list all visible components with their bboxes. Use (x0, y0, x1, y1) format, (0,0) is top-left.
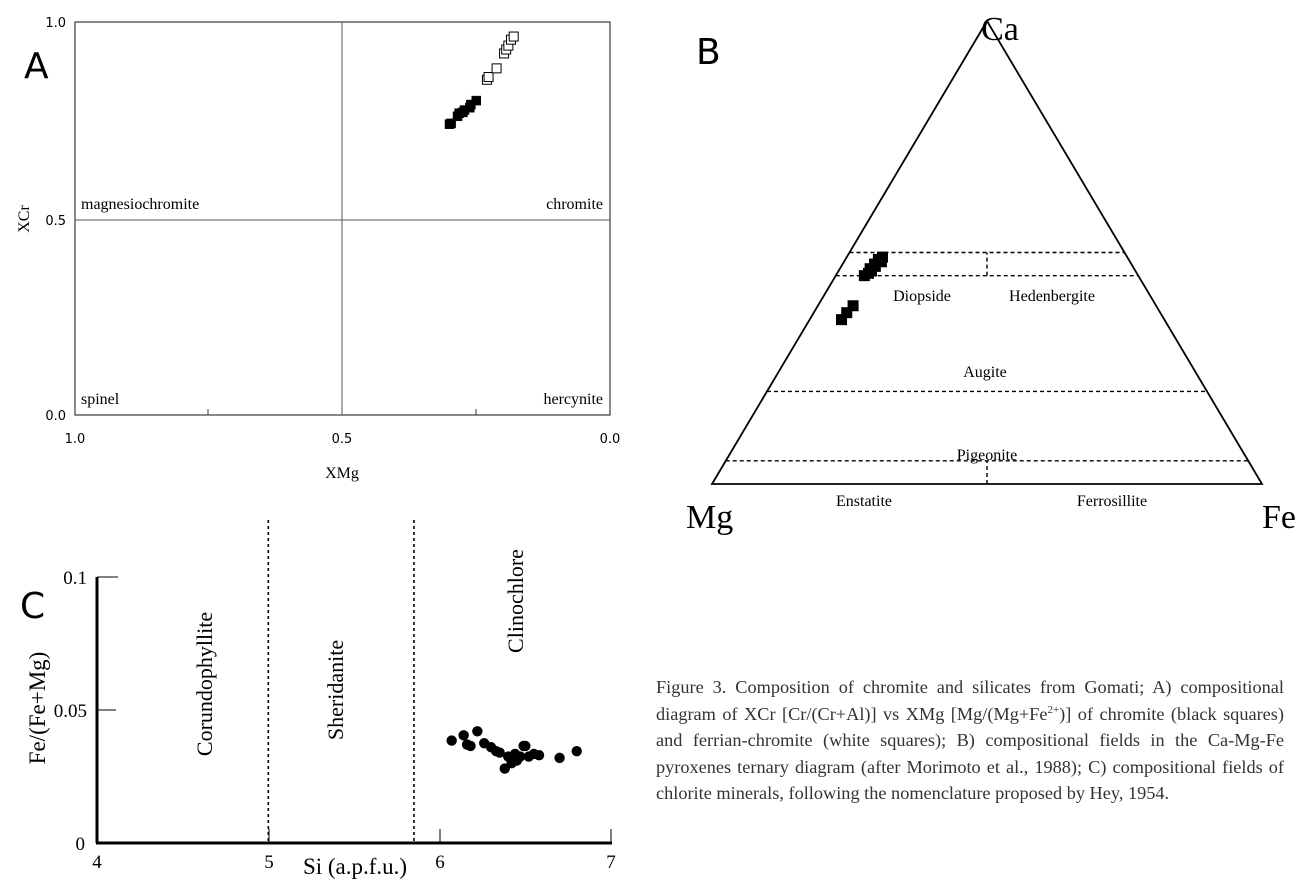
panel-a-letter: A (24, 46, 49, 87)
panel-c-x-tick-label: 5 (264, 852, 274, 873)
chromite-point (471, 95, 481, 106)
chlorite-point (520, 740, 531, 752)
field-label-ferrosillite: Ferrosillite (1077, 493, 1147, 510)
panel-a-x-axis-title: XMg (325, 465, 359, 482)
panel-c-y-axis-title: Fe/(Fe+Mg) (25, 652, 50, 765)
panel-c-chart: C 4 5 6 7 0 0.05 0.1 Si (a.p.f.u.) Fe/(F… (20, 520, 616, 879)
panel-c-x-axis-title: Si (a.p.f.u.) (303, 854, 407, 879)
chlorite-point (571, 746, 582, 757)
ferrian-chromite-point (508, 31, 519, 42)
pyroxene-point (841, 307, 853, 319)
panel-c-x-tick-label: 7 (606, 852, 616, 873)
panel-a-y-tick-label: 0.5 (45, 214, 66, 229)
panel-c-y-tick-label: 0 (76, 834, 86, 855)
field-label-sheridanite: Sheridanite (323, 640, 348, 740)
chlorite-point (554, 752, 565, 764)
panel-b-letter: B (696, 32, 721, 73)
panel-b-ternary: B Ca Mg Fe Diopside Hedenbergite Augite … (686, 11, 1296, 536)
field-label-corundophyllite: Corundophyllite (192, 612, 217, 756)
vertex-label-ca: Ca (981, 11, 1019, 48)
panel-b-data-points (836, 251, 888, 326)
pyroxene-point (847, 300, 859, 312)
panel-c-y-tick-label: 0.1 (63, 568, 87, 589)
vertex-label-mg: Mg (686, 499, 733, 536)
vertex-label-fe: Fe (1262, 499, 1296, 536)
panel-a-x-tick-label: 1.0 (65, 432, 86, 447)
chlorite-point (533, 750, 545, 761)
field-label-chromite: chromite (546, 196, 603, 213)
panel-a-x-tick-label: 0.0 (600, 432, 621, 447)
chlorite-point (494, 747, 505, 758)
field-label-clinochlore: Clinochlore (503, 549, 528, 653)
panel-a-y-tick-label: 1.0 (45, 16, 66, 31)
field-label-augite: Augite (963, 364, 1007, 381)
pyroxene-point (875, 256, 887, 268)
chromite-point (458, 107, 468, 118)
panel-a-y-axis-title: XCr (16, 205, 33, 233)
figure-caption: Figure 3. Composition of chromite and si… (656, 674, 1284, 807)
caption-tail: )] of chromite (black squares) and ferri… (656, 703, 1284, 804)
chlorite-point (458, 730, 469, 741)
field-label-pigeonite: Pigeonite (957, 447, 1017, 464)
panel-a-chart: A 1.0 0.5 0.0 0.0 0.5 1.0 XMg XCr magnes… (16, 16, 620, 482)
chromite-point (446, 118, 456, 129)
field-label-hedenbergite: Hedenbergite (1009, 288, 1095, 305)
field-label-spinel: spinel (81, 391, 120, 408)
field-label-diopside: Diopside (893, 288, 951, 305)
panel-a-y-tick-label: 0.0 (45, 409, 66, 424)
ferrian-chromite-point (483, 72, 494, 83)
panel-c-letter: C (20, 586, 45, 627)
caption-lead: Figure 3. Composition of chromite and si… (656, 677, 1284, 724)
field-label-hercynite: hercynite (543, 391, 603, 408)
pyroxene-point (858, 270, 870, 282)
chlorite-point (446, 735, 457, 746)
panel-c-y-tick-label: 0.05 (54, 701, 87, 722)
panel-c-data-points (446, 726, 582, 774)
chlorite-point (511, 755, 522, 766)
caption-superscript: 2+ (1047, 703, 1060, 716)
chlorite-point (472, 726, 483, 737)
pyroxene-point (836, 314, 848, 326)
panel-c-x-tick-label: 6 (435, 852, 445, 873)
ternary-field-boundaries (725, 251, 1249, 484)
field-label-magnesiochromite: magnesiochromite (81, 196, 199, 213)
panel-a-x-tick-label: 0.5 (332, 432, 353, 447)
panel-a-data-points (444, 31, 519, 129)
chlorite-point (465, 740, 476, 752)
panel-c-x-tick-label: 4 (92, 852, 102, 873)
field-label-enstatite: Enstatite (836, 493, 892, 510)
ferrian-chromite-point (491, 63, 502, 74)
